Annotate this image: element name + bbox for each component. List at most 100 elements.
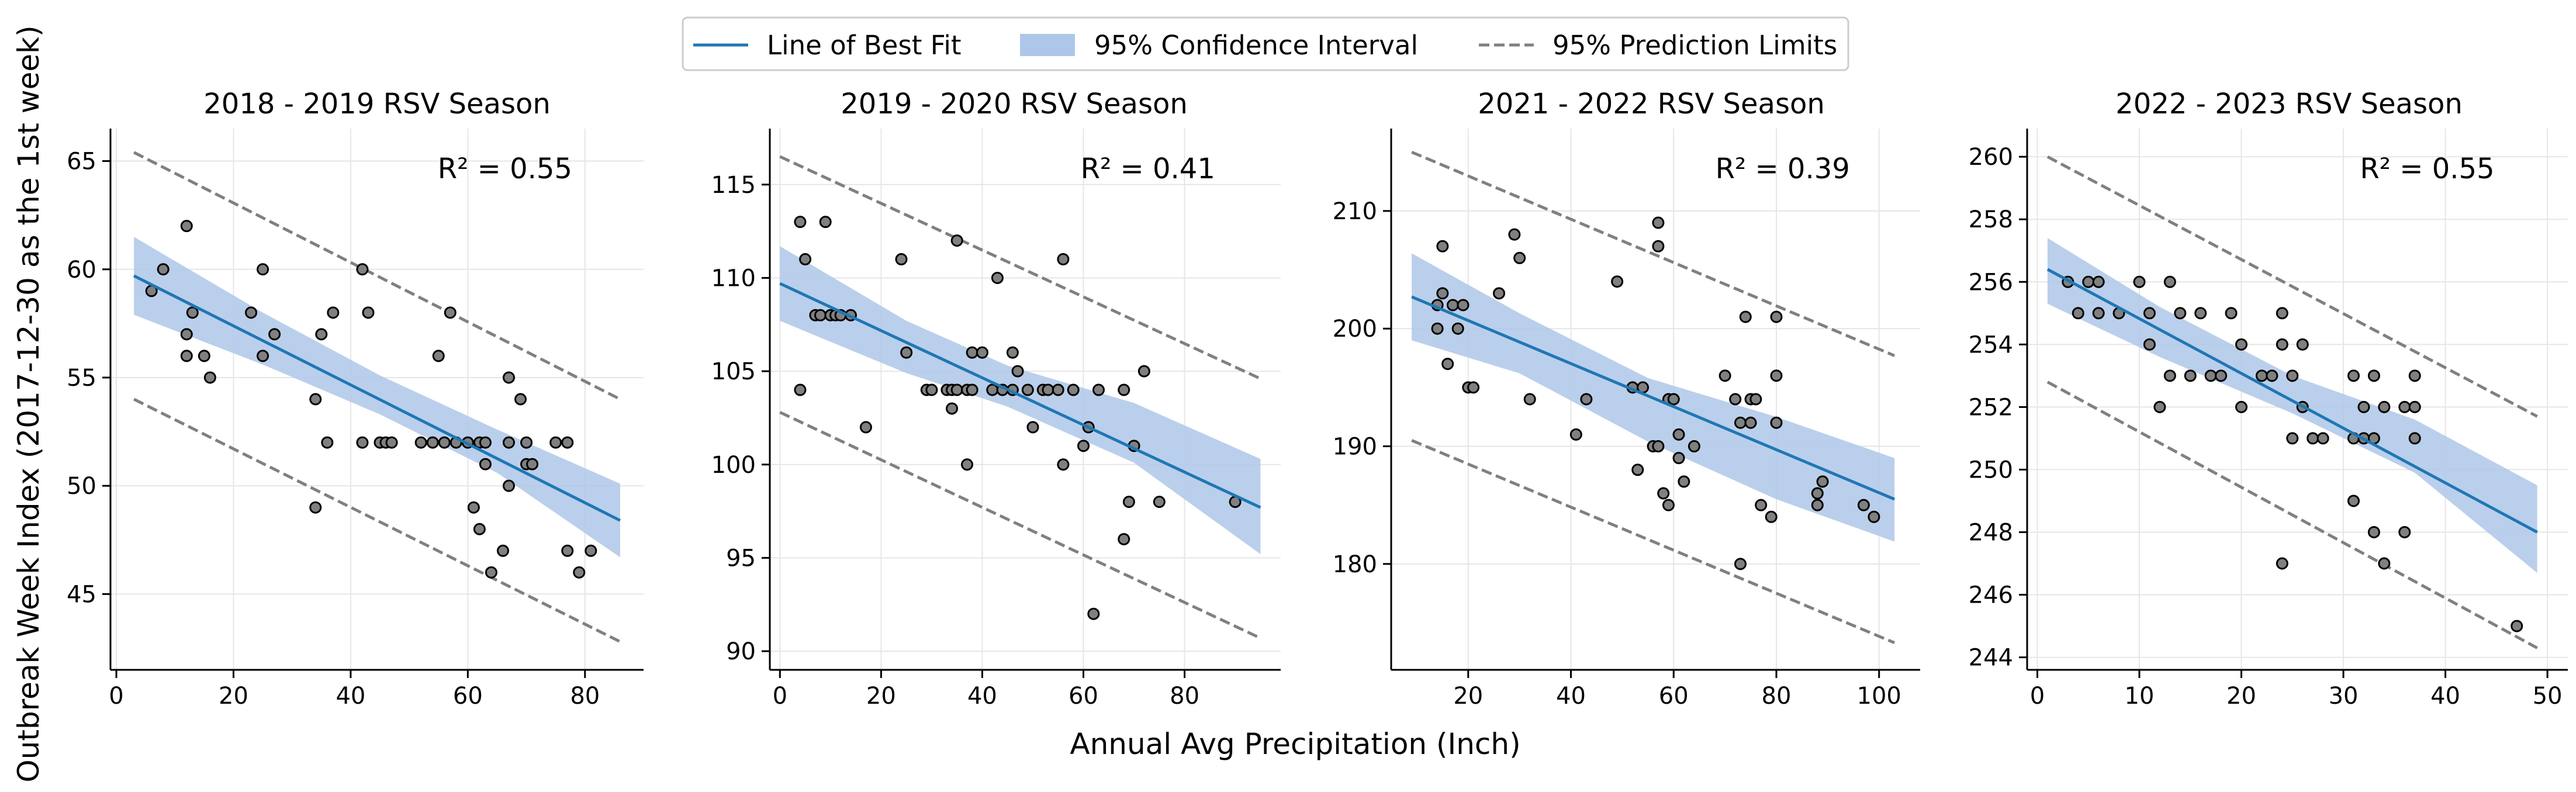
data-point: [2347, 494, 2360, 507]
prediction-limit-upper: [1411, 150, 1896, 357]
data-point: [1678, 475, 1690, 488]
data-point: [2378, 400, 2391, 413]
data-point: [2398, 400, 2411, 413]
data-point: [186, 306, 199, 319]
data-point: [479, 458, 492, 471]
data-point: [2276, 338, 2288, 351]
data-point: [1137, 365, 1150, 378]
data-point: [1077, 440, 1090, 452]
legend-frame: [682, 16, 1849, 71]
x-tick-label: 100: [1857, 683, 1901, 710]
data-point: [814, 309, 827, 321]
data-point: [268, 328, 281, 341]
data-point: [976, 346, 988, 359]
data-point: [1467, 381, 1480, 394]
data-point: [2184, 369, 2197, 382]
data-point: [2307, 432, 2319, 445]
data-point: [520, 436, 533, 449]
data-point: [426, 436, 439, 449]
data-point: [1431, 322, 1444, 335]
x-tick-label: 80: [570, 683, 600, 710]
y-tick-label: 90: [726, 638, 756, 665]
data-point: [2163, 369, 2176, 382]
panel-2018-2019: 0 20 40 60 80 45 50 55 60 65 R² = 0.55 2018 - 2019…: [67, 88, 644, 710]
data-point: [2163, 275, 2176, 288]
data-point: [986, 383, 999, 396]
data-point: [1042, 383, 1054, 396]
x-tick-label: 60: [1659, 683, 1689, 710]
y-tick-label: 95: [726, 545, 756, 572]
prediction-limit-lower: [779, 411, 1261, 639]
data-point: [1652, 440, 1665, 453]
data-point: [561, 436, 574, 449]
y-tick-label: 180: [1333, 551, 1377, 578]
data-point: [245, 306, 258, 319]
data-point: [819, 216, 832, 229]
data-point: [946, 402, 959, 415]
prediction-limit-lower: [1411, 439, 1896, 645]
y-tick-label: 260: [1969, 144, 2013, 171]
data-point: [2408, 369, 2421, 382]
data-point: [2378, 557, 2391, 570]
x-tick-label: 40: [336, 683, 365, 710]
data-point: [485, 566, 497, 579]
data-point: [2204, 369, 2217, 382]
data-point: [315, 328, 328, 341]
data-point: [859, 421, 872, 434]
data-point: [966, 346, 978, 359]
data-point: [950, 383, 963, 396]
y-tick-label: 258: [1969, 206, 2013, 233]
prediction-limit-upper: [2046, 155, 2538, 418]
fit-line: [2046, 268, 2538, 534]
data-point: [198, 350, 210, 362]
data-point: [1744, 416, 1757, 429]
y-tick-label: 60: [67, 257, 96, 283]
data-point: [157, 263, 170, 276]
y-tick-label: 248: [1969, 519, 2013, 546]
fit-line: [1411, 295, 1896, 501]
data-point: [1657, 487, 1670, 500]
data-point: [2235, 338, 2248, 351]
data-point: [1765, 510, 1778, 523]
x-tick-label: 80: [1762, 683, 1792, 710]
data-point: [2092, 307, 2105, 320]
data-point: [2276, 557, 2288, 570]
y-tick-label: 65: [67, 148, 96, 175]
data-point: [502, 479, 515, 492]
x-tick-label: 20: [1453, 683, 1483, 710]
data-point: [794, 383, 807, 396]
data-point: [1569, 428, 1582, 441]
y-tick-label: 244: [1969, 645, 2013, 672]
y-tick-label: 246: [1969, 582, 2013, 609]
data-point: [1523, 393, 1536, 406]
data-point: [794, 216, 807, 229]
y-tick-label: 45: [67, 581, 96, 608]
legend-fit-label: Line of Best Fit: [767, 30, 961, 61]
data-point: [2316, 432, 2329, 445]
x-tick-label: 20: [2226, 683, 2256, 710]
data-point: [1011, 365, 1024, 378]
prediction-limit-lower: [133, 397, 621, 644]
data-point: [1441, 358, 1454, 371]
y-tick-label: 190: [1333, 434, 1377, 461]
prediction-limit-lower: [2046, 381, 2538, 649]
data-point: [479, 436, 492, 449]
panel-2021-2022: 20 40 60 80 100 180 190 200 210 R² = 0.39 2021 - …: [1333, 88, 1920, 710]
data-point: [1719, 369, 1731, 382]
x-tick-label: 60: [453, 683, 483, 710]
data-point: [1067, 383, 1080, 396]
data-point: [2235, 400, 2248, 413]
data-point: [180, 220, 193, 233]
data-point: [573, 566, 586, 579]
data-point: [502, 371, 515, 384]
legend-ci-swatch: [1020, 34, 1075, 56]
data-point: [514, 393, 527, 406]
data-point: [960, 458, 973, 471]
data-point: [2143, 307, 2156, 320]
x-tick-label: 40: [1556, 683, 1586, 710]
data-point: [356, 436, 369, 449]
data-point: [1508, 228, 1521, 241]
data-point: [561, 544, 574, 557]
r-squared-annotation: R² = 0.55: [438, 153, 572, 185]
data-point: [1021, 383, 1034, 396]
